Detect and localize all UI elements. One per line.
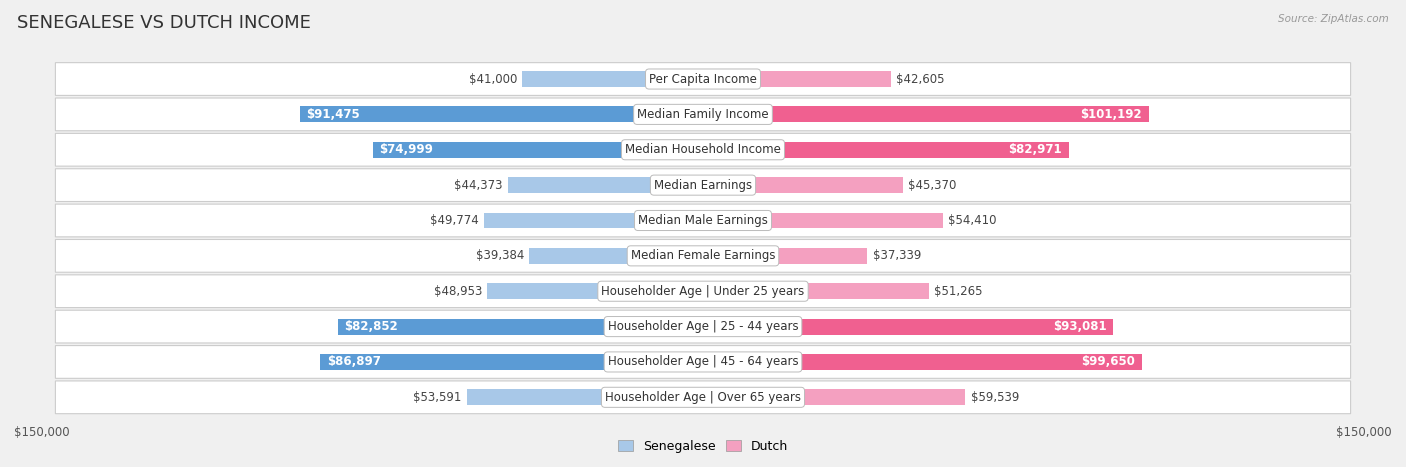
FancyBboxPatch shape — [55, 240, 1351, 272]
Text: $53,591: $53,591 — [413, 391, 461, 404]
Text: Median Female Earnings: Median Female Earnings — [631, 249, 775, 262]
Bar — [703, 177, 903, 193]
Text: $51,265: $51,265 — [934, 285, 983, 298]
Text: $91,475: $91,475 — [307, 108, 360, 121]
Text: $39,384: $39,384 — [475, 249, 524, 262]
Text: $93,081: $93,081 — [1053, 320, 1107, 333]
Text: Median Family Income: Median Family Income — [637, 108, 769, 121]
FancyBboxPatch shape — [55, 204, 1351, 237]
Text: Householder Age | Under 25 years: Householder Age | Under 25 years — [602, 285, 804, 298]
Legend: Senegalese, Dutch: Senegalese, Dutch — [613, 435, 793, 458]
Text: $86,897: $86,897 — [326, 355, 381, 368]
Bar — [523, 71, 703, 87]
Text: $49,774: $49,774 — [430, 214, 478, 227]
Text: Median Household Income: Median Household Income — [626, 143, 780, 156]
Bar — [703, 212, 942, 228]
Bar — [299, 106, 703, 122]
Bar — [337, 318, 703, 334]
Bar — [530, 248, 703, 264]
Text: $41,000: $41,000 — [468, 72, 517, 85]
Text: $48,953: $48,953 — [433, 285, 482, 298]
Bar — [703, 354, 1142, 370]
Text: $82,971: $82,971 — [1008, 143, 1062, 156]
FancyBboxPatch shape — [55, 134, 1351, 166]
FancyBboxPatch shape — [55, 381, 1351, 414]
Bar — [703, 71, 890, 87]
Text: Householder Age | 25 - 44 years: Householder Age | 25 - 44 years — [607, 320, 799, 333]
Bar — [703, 106, 1149, 122]
Bar — [703, 389, 966, 405]
Text: Householder Age | 45 - 64 years: Householder Age | 45 - 64 years — [607, 355, 799, 368]
FancyBboxPatch shape — [55, 346, 1351, 378]
Text: Householder Age | Over 65 years: Householder Age | Over 65 years — [605, 391, 801, 404]
Text: Source: ZipAtlas.com: Source: ZipAtlas.com — [1278, 14, 1389, 24]
Bar — [488, 283, 703, 299]
Text: $42,605: $42,605 — [896, 72, 945, 85]
Text: $37,339: $37,339 — [873, 249, 921, 262]
Text: $101,192: $101,192 — [1081, 108, 1142, 121]
Bar — [703, 248, 868, 264]
Bar — [373, 142, 703, 158]
FancyBboxPatch shape — [55, 98, 1351, 131]
Bar — [467, 389, 703, 405]
Text: $82,852: $82,852 — [344, 320, 398, 333]
Text: $44,373: $44,373 — [454, 178, 502, 191]
Text: Per Capita Income: Per Capita Income — [650, 72, 756, 85]
Bar — [484, 212, 703, 228]
Text: $54,410: $54,410 — [948, 214, 997, 227]
Text: $59,539: $59,539 — [970, 391, 1019, 404]
FancyBboxPatch shape — [55, 169, 1351, 201]
Bar — [703, 283, 929, 299]
Text: $45,370: $45,370 — [908, 178, 956, 191]
FancyBboxPatch shape — [55, 310, 1351, 343]
Bar — [508, 177, 703, 193]
Text: SENEGALESE VS DUTCH INCOME: SENEGALESE VS DUTCH INCOME — [17, 14, 311, 32]
Text: Median Male Earnings: Median Male Earnings — [638, 214, 768, 227]
Bar — [321, 354, 703, 370]
Bar — [703, 142, 1069, 158]
Text: $74,999: $74,999 — [380, 143, 433, 156]
FancyBboxPatch shape — [55, 275, 1351, 308]
FancyBboxPatch shape — [55, 63, 1351, 95]
Text: Median Earnings: Median Earnings — [654, 178, 752, 191]
Text: $99,650: $99,650 — [1081, 355, 1136, 368]
Bar — [703, 318, 1114, 334]
